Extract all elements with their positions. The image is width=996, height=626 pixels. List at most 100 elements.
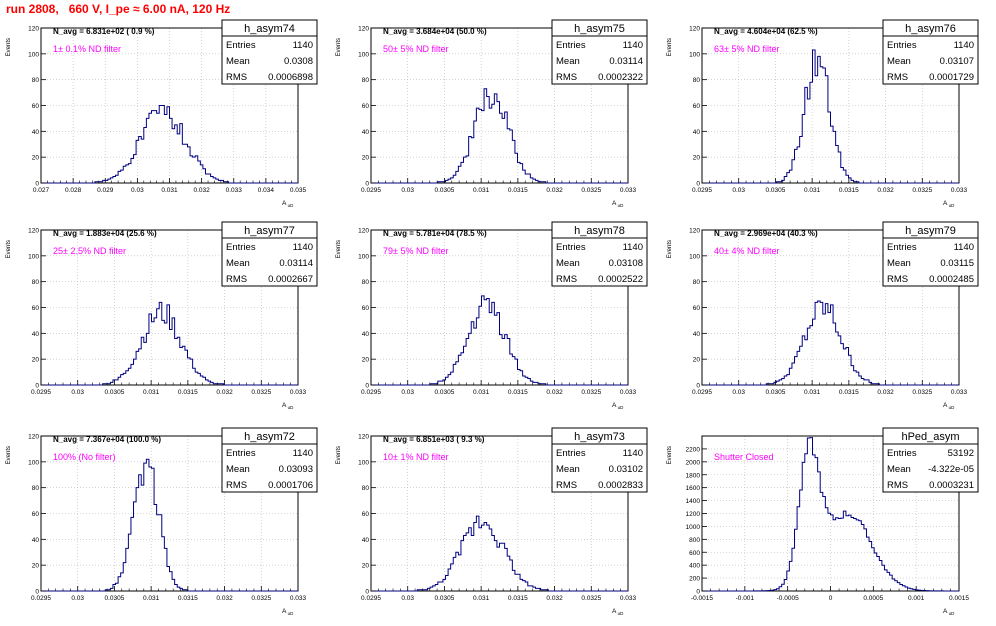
y-tick-label: 1400 — [686, 498, 701, 505]
y-tick-label: 20 — [693, 155, 701, 162]
histogram-bin — [494, 94, 497, 183]
stat-label-rms: RMS — [887, 480, 908, 491]
histogram-bin — [820, 67, 823, 183]
x-tick-label: 0.031 — [143, 389, 160, 396]
y-tick-label: 0 — [35, 383, 39, 390]
histogram-bin — [525, 174, 528, 183]
navg-header: N_avg = 4.604e+04 (62.5 %) — [714, 27, 818, 36]
x-tick-label: 0.031 — [473, 595, 490, 602]
histogram-bin — [797, 147, 800, 183]
histogram-bin — [205, 174, 208, 183]
histogram-bin — [846, 516, 849, 591]
histogram-bin — [139, 475, 142, 591]
histogram-bin — [872, 548, 875, 591]
x-tick-label: 0.032 — [546, 595, 563, 602]
x-axis-label: A uD — [612, 200, 624, 208]
x-tick-label: 0.032 — [193, 187, 210, 194]
x-tick-label: 0.0005 — [863, 595, 883, 602]
x-tick-label: 0.0325 — [581, 595, 601, 602]
histogram-bin — [456, 362, 459, 385]
y-tick-label: 80 — [693, 279, 701, 286]
y-axis-label: Events — [667, 446, 673, 464]
navg-header: N_avg = 3.684e+04 (50.0 %) — [383, 27, 487, 36]
x-tick-label: 0.03 — [71, 595, 84, 602]
x-tick-label: 0.032 — [216, 595, 233, 602]
stat-value-mean: 0.03093 — [279, 464, 313, 475]
x-tick-label: 0.0315 — [178, 389, 198, 396]
histogram-bin — [818, 301, 821, 385]
histogram-bin — [823, 68, 826, 183]
histogram-bin — [494, 541, 497, 591]
x-tick-label: 0.0325 — [581, 187, 601, 194]
x-tick-label: -0.001 — [736, 595, 755, 602]
histogram-bin — [836, 332, 839, 385]
x-tick-label: 0.03 — [401, 187, 414, 194]
histogram-bins — [417, 516, 548, 591]
stat-label-mean: Mean — [556, 56, 580, 67]
histogram-bin — [823, 314, 826, 385]
histogram-bin — [466, 156, 469, 183]
histogram-bin — [484, 300, 487, 385]
y-tick-label: 100 — [28, 51, 39, 58]
histogram-bin — [482, 111, 485, 183]
x-tick-label: 0.032 — [216, 389, 233, 396]
histogram-bin — [185, 144, 188, 183]
x-tick-label: 0.0315 — [839, 187, 859, 194]
histogram-bin — [851, 518, 854, 591]
histogram-bin — [502, 339, 505, 386]
x-axis-label: A uD — [943, 200, 955, 208]
stat-value-rms: 0.0002322 — [598, 72, 643, 83]
histogram-bin — [136, 488, 139, 591]
histogram-bins — [430, 296, 546, 385]
y-tick-label: 100 — [28, 253, 39, 260]
y-tick-label: 80 — [32, 77, 40, 84]
y-tick-label: 2000 — [686, 459, 701, 466]
histogram-bin — [159, 106, 162, 184]
x-tick-label: 0.033 — [951, 389, 968, 396]
histogram-bin — [848, 515, 851, 591]
y-tick-label: 20 — [362, 357, 370, 364]
histogram-bin — [805, 454, 808, 591]
stat-label-rms: RMS — [226, 480, 247, 491]
histogram-bin — [813, 319, 816, 385]
histogram-bins — [95, 106, 229, 184]
histogram-bin — [487, 96, 490, 183]
histogram-name: h_asym77 — [244, 225, 295, 237]
histogram-bin — [877, 557, 880, 591]
stat-value-rms: 0.0002667 — [268, 274, 313, 285]
x-axis-label: A uD — [282, 608, 294, 616]
histogram-bin — [157, 113, 160, 183]
y-tick-label: 1600 — [686, 485, 701, 492]
x-tick-label: 0.0325 — [912, 389, 932, 396]
y-tick-label: 20 — [362, 155, 370, 162]
y-tick-label: 80 — [32, 485, 40, 492]
histogram-bin — [497, 547, 500, 591]
stat-label-rms: RMS — [887, 72, 908, 83]
y-tick-label: 0 — [696, 589, 700, 596]
y-tick-label: 20 — [32, 155, 40, 162]
histogram-name: h_asym73 — [574, 431, 625, 443]
histogram-bin — [825, 508, 828, 591]
filter-annotation: 100% (No filter) — [53, 452, 116, 462]
y-tick-label: 100 — [689, 253, 700, 260]
x-tick-label: 0.0295 — [31, 389, 51, 396]
x-tick-label: 0.031 — [804, 389, 821, 396]
stat-value-entries: 53192 — [948, 448, 974, 459]
histogram-bin — [864, 380, 867, 385]
histogram-bin — [471, 535, 474, 591]
histogram-bin — [152, 322, 155, 385]
y-tick-label: 40 — [32, 537, 40, 544]
x-tick-label: 0.029 — [97, 187, 114, 194]
stat-label-rms: RMS — [556, 72, 577, 83]
filter-annotation: 63± 5% ND filter — [714, 44, 779, 54]
histogram-name: h_asym76 — [905, 23, 956, 35]
y-tick-label: 120 — [689, 26, 700, 33]
stat-value-mean: 0.03102 — [609, 464, 643, 475]
x-tick-label: 0.03 — [71, 389, 84, 396]
histogram-bin — [164, 323, 167, 385]
filter-annotation: Shutter Closed — [714, 452, 774, 462]
y-tick-label: 120 — [28, 26, 39, 33]
histogram-bin — [116, 380, 119, 385]
